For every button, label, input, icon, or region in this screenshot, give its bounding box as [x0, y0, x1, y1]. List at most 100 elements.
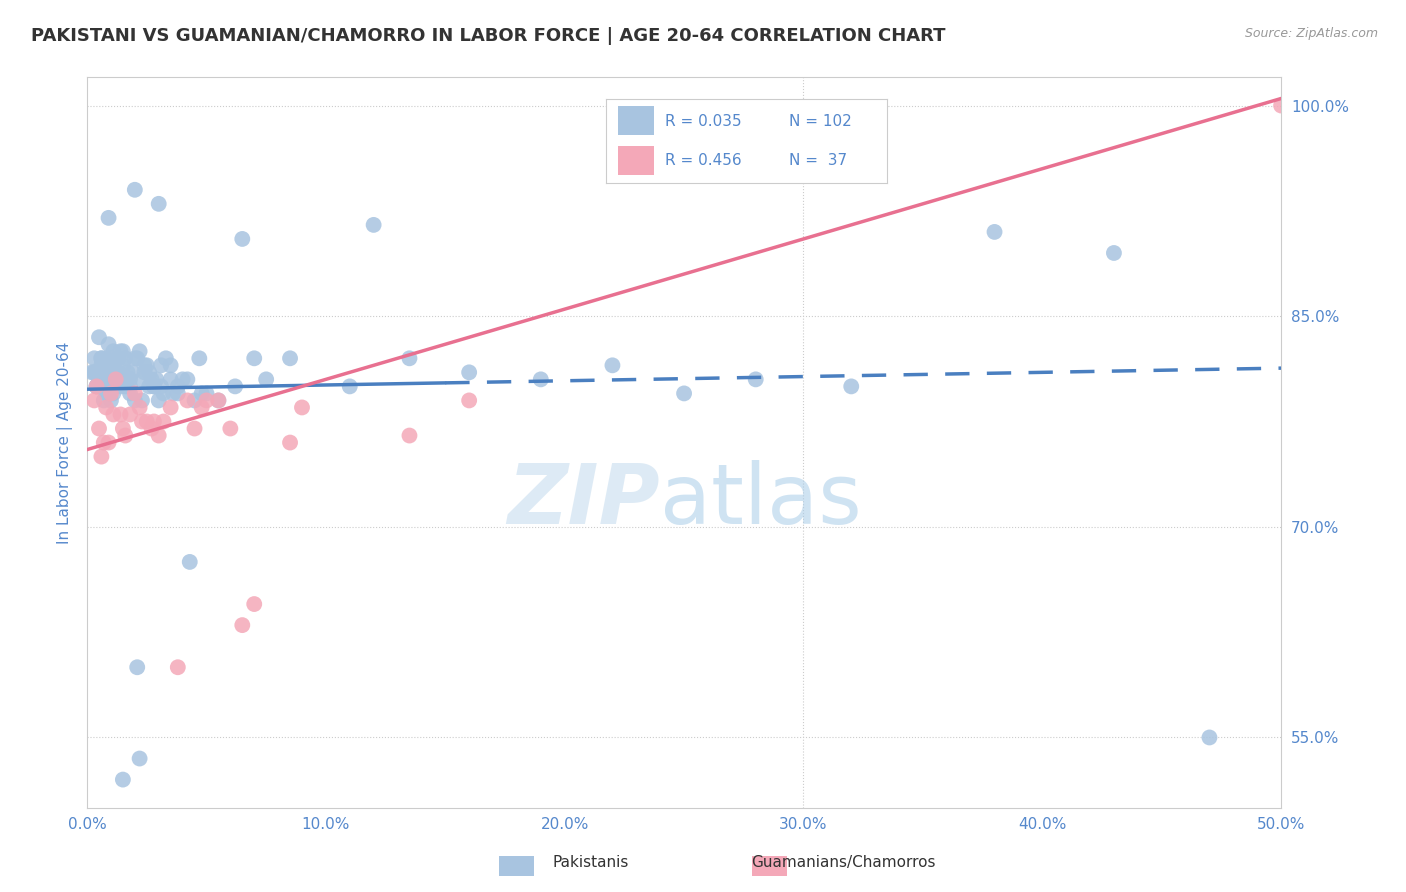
Point — [602, 359, 624, 373]
Point — [97, 386, 120, 401]
Point — [100, 386, 122, 401]
Point — [103, 344, 125, 359]
Point — [111, 772, 134, 787]
Point — [243, 351, 266, 366]
Point — [135, 359, 157, 373]
Point — [231, 232, 253, 246]
Point — [152, 415, 174, 429]
Point — [93, 435, 115, 450]
Point — [135, 415, 157, 429]
Point — [142, 379, 165, 393]
Point — [179, 555, 201, 569]
Point — [176, 393, 198, 408]
Point — [87, 330, 110, 344]
Point — [97, 435, 120, 450]
Point — [111, 421, 134, 435]
Point — [145, 372, 167, 386]
Point — [80, 365, 103, 379]
Point — [224, 379, 246, 393]
Text: Source: ZipAtlas.com: Source: ZipAtlas.com — [1244, 27, 1378, 40]
Point — [839, 379, 862, 393]
Point — [93, 393, 115, 408]
Point — [124, 386, 146, 401]
Point — [111, 359, 134, 373]
Point — [142, 379, 165, 393]
Text: Guamanians/Chamorros: Guamanians/Chamorros — [751, 855, 936, 870]
Point — [83, 351, 105, 366]
Point — [176, 372, 198, 386]
Point — [90, 450, 112, 464]
Point — [107, 351, 129, 366]
Point — [100, 372, 122, 386]
Point — [87, 372, 110, 386]
Point — [195, 386, 218, 401]
Point — [110, 344, 132, 359]
Point — [83, 365, 105, 379]
Point — [93, 365, 115, 379]
Point — [159, 359, 181, 373]
Point — [398, 428, 420, 442]
Point — [166, 386, 188, 401]
Point — [131, 372, 153, 386]
Point — [117, 365, 139, 379]
Point — [86, 379, 108, 393]
Point — [118, 379, 141, 393]
Point — [100, 351, 122, 366]
Point — [278, 435, 301, 450]
Point — [96, 401, 118, 415]
Point — [110, 408, 132, 422]
Text: atlas: atlas — [661, 460, 862, 541]
Point — [219, 421, 242, 435]
Point — [134, 365, 156, 379]
Point — [118, 372, 141, 386]
Point — [141, 421, 163, 435]
Point — [159, 401, 181, 415]
Point — [190, 386, 212, 401]
Point — [110, 379, 132, 393]
Point — [86, 379, 108, 393]
Point — [183, 393, 205, 408]
Point — [131, 415, 153, 429]
Text: ZIP: ZIP — [508, 460, 661, 541]
Text: PAKISTANI VS GUAMANIAN/CHAMORRO IN LABOR FORCE | AGE 20-64 CORRELATION CHART: PAKISTANI VS GUAMANIAN/CHAMORRO IN LABOR… — [31, 27, 945, 45]
Point — [93, 379, 115, 393]
Point — [166, 660, 188, 674]
Point — [152, 386, 174, 401]
Point — [107, 365, 129, 379]
Point — [141, 372, 163, 386]
Point — [155, 351, 177, 366]
Point — [103, 386, 125, 401]
Point — [278, 351, 301, 366]
Point — [96, 351, 118, 366]
Point — [127, 351, 149, 366]
Point — [150, 379, 173, 393]
Point — [103, 359, 125, 373]
Point — [107, 372, 129, 386]
Point — [114, 428, 136, 442]
Point — [90, 351, 112, 366]
Point — [121, 365, 143, 379]
Point — [86, 379, 108, 393]
Point — [128, 751, 150, 765]
Point — [983, 225, 1005, 239]
Point — [100, 393, 122, 408]
Point — [148, 197, 170, 211]
Point — [148, 428, 170, 442]
Point — [159, 372, 181, 386]
Point — [673, 386, 696, 401]
Point — [134, 359, 156, 373]
Point — [1198, 731, 1220, 745]
Point — [103, 408, 125, 422]
Point — [111, 344, 134, 359]
Point — [83, 393, 105, 408]
Point — [162, 386, 184, 401]
Point — [97, 372, 120, 386]
Point — [231, 618, 253, 632]
Point — [138, 379, 160, 393]
Point — [183, 421, 205, 435]
Point — [363, 218, 385, 232]
Point — [458, 365, 481, 379]
Point — [87, 365, 110, 379]
Point — [114, 351, 136, 366]
Point — [104, 372, 127, 386]
